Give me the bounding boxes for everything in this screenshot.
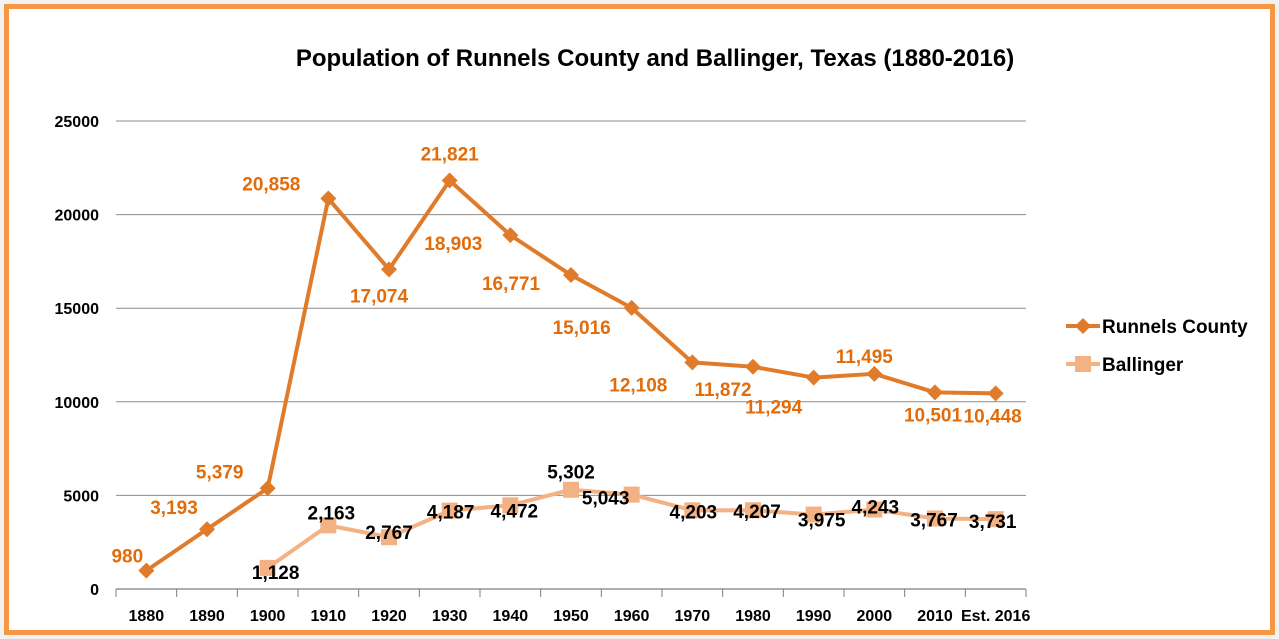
x-tick-label: 1940 — [493, 608, 529, 625]
data-label: 4,203 — [670, 502, 718, 523]
data-point — [866, 501, 883, 518]
legend: Runnels County Ballinger — [1066, 317, 1248, 376]
data-point — [441, 172, 458, 189]
data-point — [684, 502, 701, 519]
data-label: 3,731 — [969, 512, 1017, 533]
data-point — [927, 510, 943, 527]
data-point — [381, 261, 397, 278]
data-point — [563, 267, 579, 284]
data-label: 12,108 — [609, 375, 667, 396]
data-label: 3,975 — [798, 511, 846, 532]
data-label: 5,043 — [582, 489, 630, 510]
axes: 0 5000 10000 15000 20000 25000 1880 1890 1900 191… — [55, 114, 1031, 625]
data-label: 16,771 — [482, 274, 541, 295]
chart-title: Population of Runnels County and Balling… — [296, 45, 1014, 72]
x-tick-label: 1890 — [189, 608, 225, 625]
y-tick-label: 0 — [90, 582, 99, 599]
chart-frame — [4, 4, 1275, 635]
data-point — [502, 227, 519, 244]
data-point — [805, 369, 822, 386]
data-point — [320, 190, 337, 207]
data-labels: 980 3,193 5,379 20,858 17,074 21,821 18,90316,… — [111, 145, 1021, 584]
y-tick-label: 15000 — [55, 301, 100, 318]
x-tick-label: 2010 — [917, 608, 953, 625]
legend-label: Ballinger — [1102, 355, 1184, 376]
data-point — [259, 480, 276, 497]
data-label: 980 — [111, 547, 143, 568]
data-label: 10,448 — [964, 406, 1022, 427]
x-tick-label: Est. 2016 — [961, 608, 1030, 625]
data-label: 5,379 — [196, 462, 244, 483]
data-point — [199, 521, 215, 538]
data-point — [987, 385, 1004, 402]
data-label: 4,472 — [491, 501, 539, 522]
data-point — [259, 559, 276, 576]
data-label: 10,501 — [904, 405, 963, 426]
data-label: 2,163 — [308, 503, 356, 524]
data-label: 4,243 — [852, 498, 900, 519]
data-label: 15,016 — [553, 318, 611, 339]
x-tick-label: 2000 — [857, 608, 893, 625]
x-tick-label: 1910 — [311, 608, 347, 625]
data-point — [927, 384, 943, 401]
data-label: 3,767 — [910, 510, 958, 531]
x-tick-label: 1980 — [735, 608, 771, 625]
data-label: 11,872 — [694, 380, 751, 401]
x-tick-label: 1990 — [796, 608, 832, 625]
data-point — [745, 358, 761, 375]
y-tick-label: 5000 — [63, 488, 99, 505]
x-tick-label: 1950 — [553, 608, 589, 625]
legend-marker — [1075, 318, 1091, 334]
data-label: 5,302 — [547, 463, 595, 484]
data-point — [381, 529, 397, 546]
legend-label: Runnels County — [1102, 317, 1248, 338]
data-point — [441, 502, 458, 519]
data-label: 3,193 — [150, 498, 198, 519]
data-label: 2,767 — [365, 523, 413, 544]
data-label: 4,187 — [427, 503, 475, 524]
y-tick-label: 20000 — [55, 208, 100, 225]
y-tick-label: 25000 — [55, 114, 100, 131]
data-point — [320, 517, 337, 534]
data-point — [745, 502, 761, 519]
x-tick-label: 1920 — [371, 608, 407, 625]
data-point — [987, 511, 1004, 528]
data-label: 4,207 — [733, 502, 781, 523]
series-group — [138, 172, 1004, 579]
data-label: 11,495 — [836, 347, 893, 368]
data-point — [623, 299, 640, 316]
data-label: 20,858 — [242, 175, 300, 196]
data-point — [805, 506, 822, 523]
x-tick-label: 1900 — [250, 608, 286, 625]
data-point — [563, 481, 579, 498]
x-tick-label: 1970 — [675, 608, 711, 625]
data-label: 17,074 — [350, 286, 409, 307]
x-tick-label: 1960 — [614, 608, 650, 625]
x-tick-label: 1880 — [129, 608, 165, 625]
data-point — [684, 354, 701, 371]
legend-marker — [1075, 356, 1091, 372]
data-point — [866, 365, 883, 382]
data-label: 1,128 — [252, 563, 300, 584]
data-point — [623, 486, 640, 503]
y-tick-label: 10000 — [55, 395, 100, 412]
data-label: 21,821 — [421, 145, 480, 166]
data-point — [138, 562, 155, 579]
data-label: 11,294 — [745, 398, 802, 419]
data-point — [502, 497, 519, 514]
data-label: 18,903 — [424, 234, 482, 255]
x-tick-label: 1930 — [432, 608, 468, 625]
